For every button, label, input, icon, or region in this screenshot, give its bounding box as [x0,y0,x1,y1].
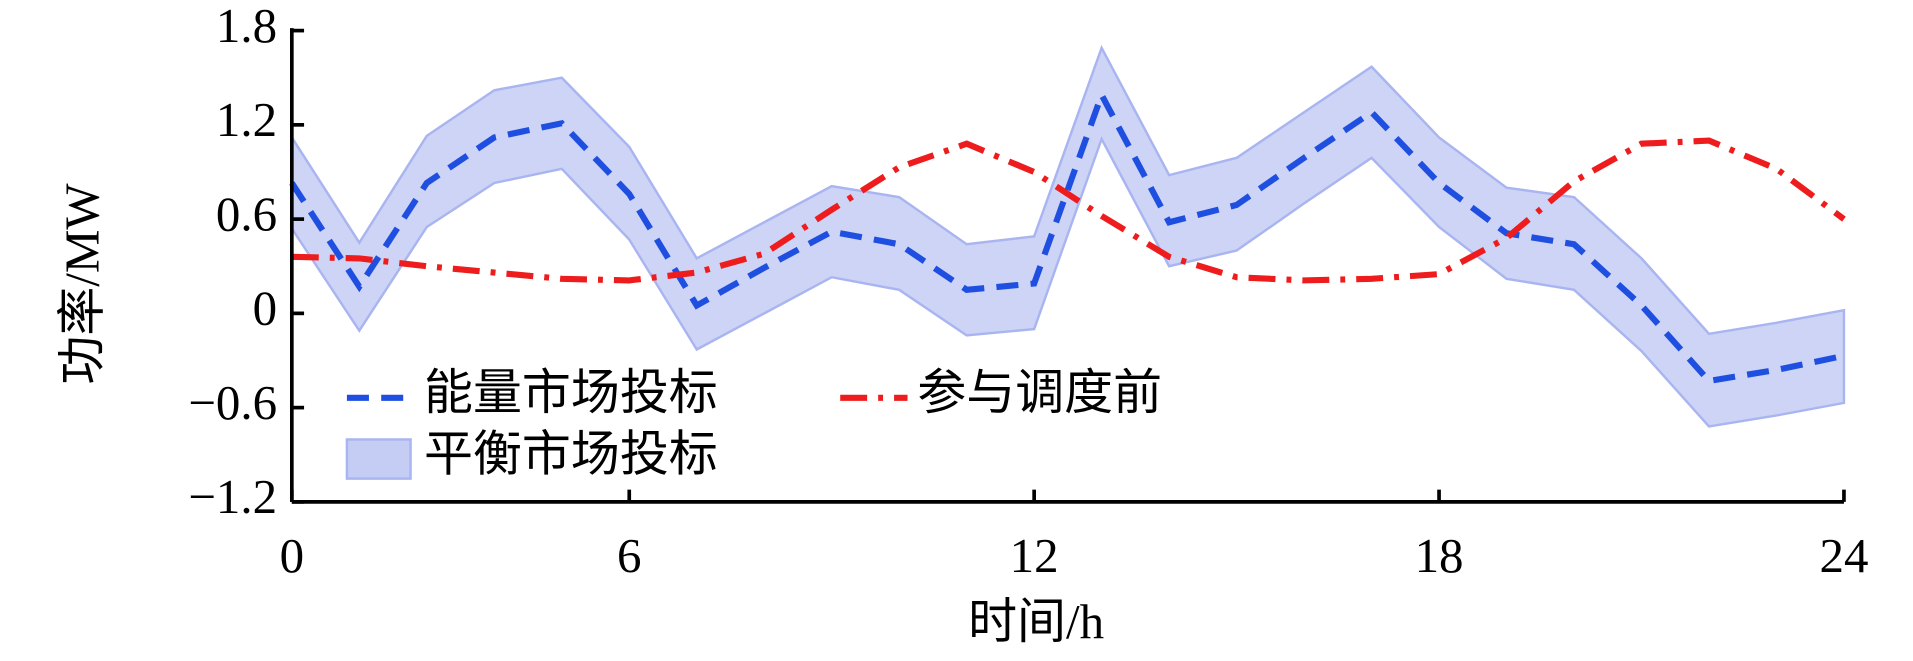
x-tick-label: 24 [1819,528,1868,583]
y-tick-label: 1.8 [216,0,277,53]
y-tick-label: −1.2 [188,469,277,524]
y-tick-label: 0 [253,281,277,336]
x-axis-label: 时间/h [968,594,1104,649]
legend-label: 能量市场投标 [424,365,718,420]
x-tick-label: 0 [280,528,304,583]
line [289,87,1845,385]
legend-label: 平衡市场投标 [424,426,718,481]
legend-swatch [345,438,412,480]
y-tick-label: −0.6 [188,375,277,430]
line [291,137,1846,284]
y-axis-label: 功率/MW [55,183,110,385]
x-tick-label: 6 [617,528,641,583]
legend-label: 参与调度前 [917,365,1162,420]
y-tick-label: 1.2 [216,92,277,147]
y-tick-label: 0.6 [216,186,277,241]
x-tick-label: 18 [1415,528,1464,583]
x-tick-label: 12 [1010,528,1059,583]
